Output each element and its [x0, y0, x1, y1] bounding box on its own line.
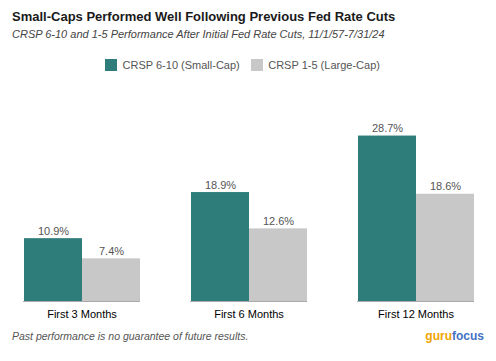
svg-text:28.7%: 28.7% — [372, 122, 403, 134]
svg-text:12.6%: 12.6% — [263, 214, 294, 226]
html-text:Small-Caps Performed Well Foll: Small-Caps Performed Well Following Prev… — [12, 9, 396, 24]
svg-text:7.4%: 7.4% — [99, 244, 124, 256]
html-text:CRSP 1-5 (Large-Cap): CRSP 1-5 (Large-Cap) — [268, 58, 380, 71]
html-text:Past performance is no guarant: Past performance is no guarantee of futu… — [12, 329, 249, 342]
svg-text:10.9%: 10.9% — [38, 224, 69, 236]
html-text:guru focus: guru focus — [425, 328, 484, 343]
svg-text:18.6%: 18.6% — [430, 180, 461, 192]
html-text:CRSP 6-10 (Small-Cap): CRSP 6-10 (Small-Cap) — [122, 58, 240, 71]
svg-text:First 6 Months: First 6 Months — [214, 308, 284, 320]
svg-text:First 12 Months: First 12 Months — [378, 308, 454, 320]
html-text:CRSP 6-10 and 1-5 Performance: CRSP 6-10 and 1-5 Performance After Init… — [12, 28, 385, 40]
svg-text:18.9%: 18.9% — [205, 178, 236, 190]
svg-text:First 3 Months: First 3 Months — [47, 308, 117, 320]
